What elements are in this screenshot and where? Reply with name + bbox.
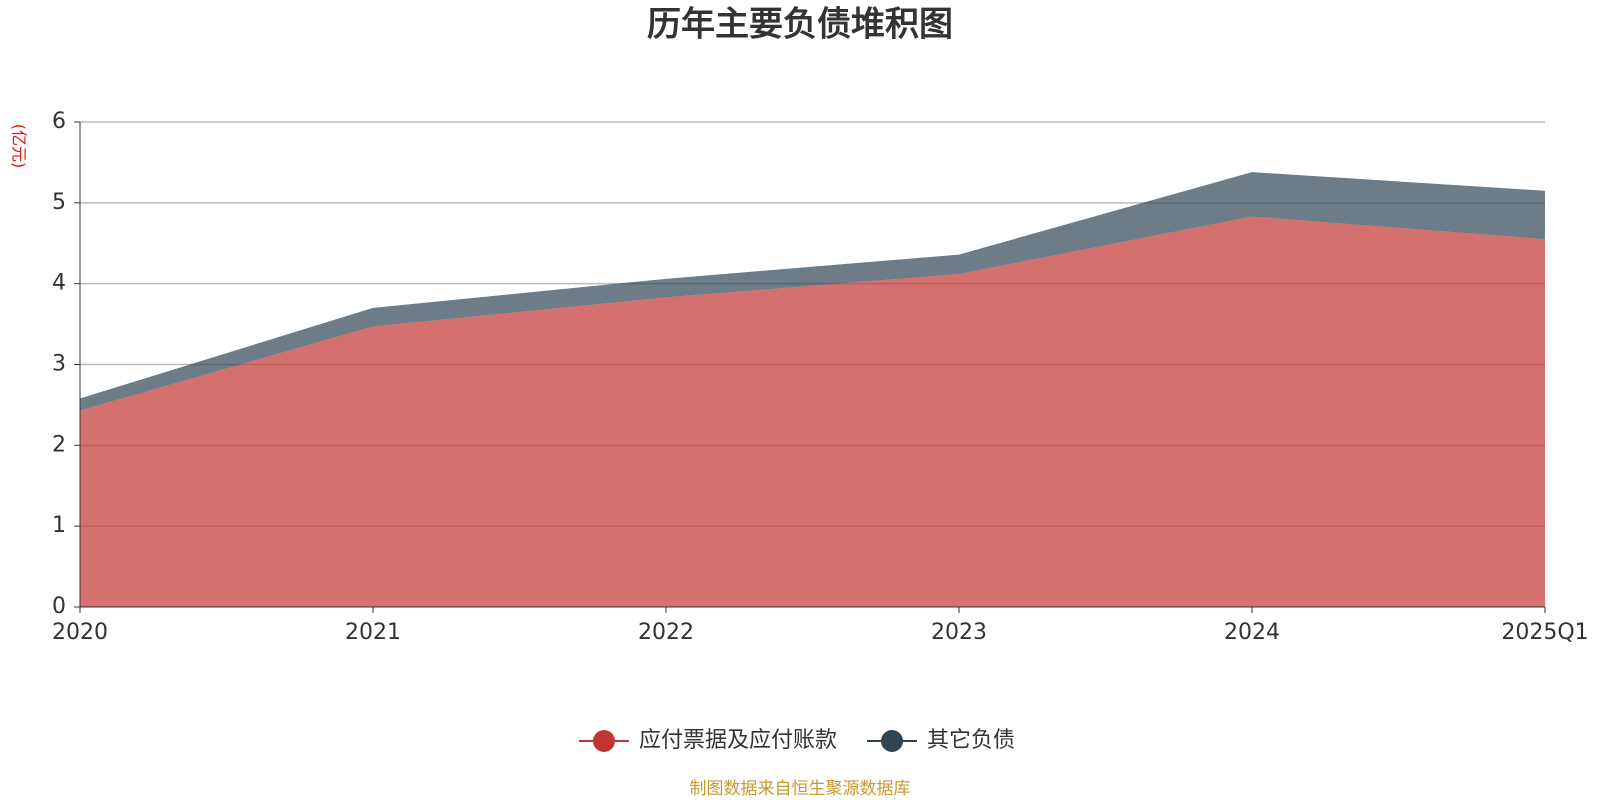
legend-label: 应付票据及应付账款 (639, 728, 837, 753)
source-note: 制图数据来自恒生聚源数据库 (690, 779, 911, 799)
x-tick-label: 2025Q1 (1501, 620, 1588, 645)
x-tick-label: 2020 (52, 620, 108, 645)
legend-marker (881, 730, 903, 752)
y-tick-label: 3 (52, 352, 66, 377)
legend-marker (592, 730, 615, 752)
legend-label: 其它负债 (927, 728, 1015, 753)
x-tick-label: 2021 (345, 620, 401, 645)
x-tick-label: 2024 (1224, 620, 1280, 645)
area (80, 216, 1545, 607)
y-axis-label: (亿元) (10, 124, 29, 169)
chart-title: 历年主要负债堆积图 (647, 5, 953, 45)
y-tick-label: 0 (52, 594, 66, 619)
x-tick-label: 2023 (931, 620, 987, 645)
y-tick-label: 4 (52, 271, 66, 296)
x-tick-label: 2022 (638, 620, 694, 645)
area (80, 172, 1545, 411)
y-tick-label: 6 (52, 109, 66, 134)
y-tick-label: 5 (52, 190, 66, 215)
areas (80, 172, 1545, 607)
y-tick-label: 1 (52, 513, 66, 538)
legend: 应付票据及应付账款 其它负债 (578, 728, 1015, 753)
y-tick-label: 2 (52, 432, 66, 457)
